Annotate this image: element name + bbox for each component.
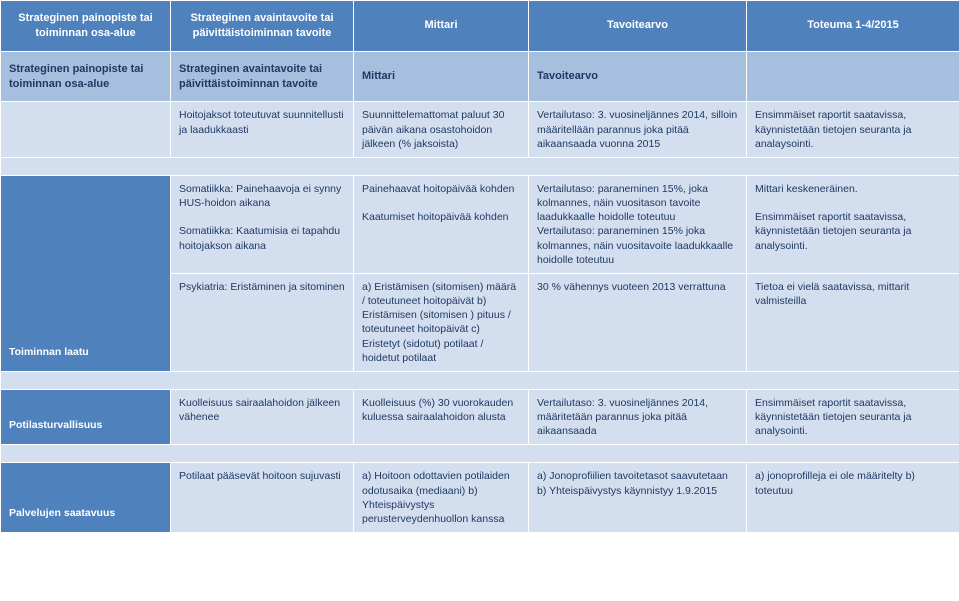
cell-text: Vertailutaso: paraneminen 15%, joka kolm…	[537, 182, 738, 225]
cell-toteuma: Mittari keskeneräinen. Ensimmäiset rapor…	[747, 175, 959, 273]
cell-text: Kaatumiset hoitopäivää kohden	[362, 210, 520, 224]
cell-tavoitearvo: a) Jonoprofiilien tavoitetasot saavuteta…	[529, 463, 747, 533]
gap-row	[1, 371, 959, 389]
cell-text: Vertailutaso: paraneminen 15% joka kolma…	[537, 224, 738, 267]
cell-toteuma: Tietoa ei vielä saatavissa, mittarit val…	[747, 273, 959, 371]
table-subheader-row: Strateginen painopiste tai toiminnan osa…	[1, 51, 959, 102]
header-col2: Strateginen avaintavoite tai päivittäist…	[171, 1, 354, 52]
cell-toteuma: a) jonoprofilleja ei ole määritelty b) t…	[747, 463, 959, 533]
header-col4: Tavoitearvo	[529, 1, 747, 52]
table-row: Palvelujen saatavuus Potilaat pääsevät h…	[1, 463, 959, 533]
section-label-palvelujen-saatavuus: Palvelujen saatavuus	[1, 463, 171, 533]
cell-mittari: Painehaavat hoitopäivää kohden Kaatumise…	[354, 175, 529, 273]
header-col1: Strateginen painopiste tai toiminnan osa…	[1, 1, 171, 52]
cell-text: Somatiikka: Painehaavoja ei synny HUS-ho…	[179, 182, 345, 210]
cell-mittari: Suunnittelemattomat paluut 30 päivän aik…	[354, 102, 529, 158]
table-row: Toiminnan laatu Somatiikka: Painehaavoja…	[1, 175, 959, 273]
cell-tavoitearvo: Vertailutaso: paraneminen 15%, joka kolm…	[529, 175, 747, 273]
header-col3: Mittari	[354, 1, 529, 52]
table-header-row: Strateginen painopiste tai toiminnan osa…	[1, 1, 959, 52]
cell-mittari: a) Eristämisen (sitomisen) määrä / toteu…	[354, 273, 529, 371]
cell-tavoite: Psykiatria: Eristäminen ja sitominen	[171, 273, 354, 371]
cell-toteuma: Ensimmäiset raportit saatavissa, käynnis…	[747, 389, 959, 445]
cell-tavoitearvo: 30 % vähennys vuoteen 2013 verrattuna	[529, 273, 747, 371]
cell-tavoite: Kuolleisuus sairaalahoidon jälkeen vähen…	[171, 389, 354, 445]
table-row: Potilasturvallisuus Kuolleisuus sairaala…	[1, 389, 959, 445]
subheader-col5	[747, 51, 959, 102]
cell-tavoitearvo: Vertailutaso: 3. vuosineljännes 2014, mä…	[529, 389, 747, 445]
gap-row	[1, 157, 959, 175]
section-label-toiminnan-laatu: Toiminnan laatu	[1, 175, 171, 371]
cell-text: Somatiikka: Kaatumisia ei tapahdu hoitoj…	[179, 224, 345, 252]
cell-tavoite: Hoitojaksot toteutuvat suunnitellusti ja…	[171, 102, 354, 158]
cell-tavoite: Somatiikka: Painehaavoja ei synny HUS-ho…	[171, 175, 354, 273]
gap-row	[1, 445, 959, 463]
cell-mittari: a) Hoitoon odottavien potilaiden odotusa…	[354, 463, 529, 533]
cell-text: Mittari keskeneräinen.	[755, 182, 951, 196]
subheader-col2: Strateginen avaintavoite tai päivittäist…	[171, 51, 354, 102]
table-row: Hoitojaksot toteutuvat suunnitellusti ja…	[1, 102, 959, 158]
cell-toteuma: Ensimmäiset raportit saatavissa, käynnis…	[747, 102, 959, 158]
cell-mittari: Kuolleisuus (%) 30 vuorokauden kuluessa …	[354, 389, 529, 445]
subheader-col4: Tavoitearvo	[529, 51, 747, 102]
cell-tavoite: Potilaat pääsevät hoitoon sujuvasti	[171, 463, 354, 533]
strategy-table: Strateginen painopiste tai toiminnan osa…	[0, 0, 959, 533]
cell-tavoitearvo: Vertailutaso: 3. vuosineljännes 2014, si…	[529, 102, 747, 158]
header-col5: Toteuma 1-4/2015	[747, 1, 959, 52]
subheader-col3: Mittari	[354, 51, 529, 102]
section-cell-empty	[1, 102, 171, 158]
subheader-col1: Strateginen painopiste tai toiminnan osa…	[1, 51, 171, 102]
cell-text: Ensimmäiset raportit saatavissa, käynnis…	[755, 210, 951, 253]
cell-text: Painehaavat hoitopäivää kohden	[362, 182, 520, 196]
section-label-potilasturvallisuus: Potilasturvallisuus	[1, 389, 171, 445]
